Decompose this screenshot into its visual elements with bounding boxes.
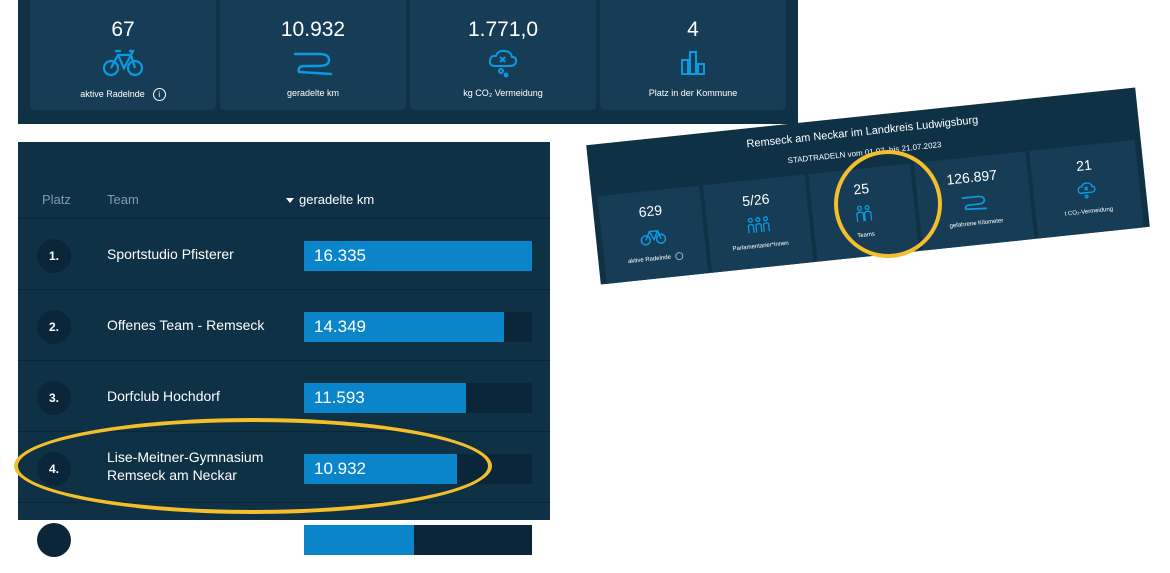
team-name: Lise-Meitner-Gymnasium Remseck am Neckar bbox=[107, 449, 264, 483]
column-header-km[interactable]: geradelte km bbox=[286, 192, 374, 207]
city-stat-active-cyclists: 629 aktive Radelnde bbox=[597, 185, 709, 284]
city-stat-label: Parlamentarier*innen bbox=[732, 240, 790, 253]
stat-label: aktive Radelnde bbox=[80, 88, 145, 99]
stats-panel: 67 aktive Radelnde i 10.932 geradelte km … bbox=[18, 0, 798, 124]
stat-card-rank: 4 Platz in der Kommune bbox=[600, 0, 786, 110]
stat-label: Platz in der Kommune bbox=[648, 88, 738, 98]
km-bar bbox=[304, 383, 466, 413]
info-icon[interactable] bbox=[674, 251, 684, 261]
city-stat-label: Teams bbox=[857, 231, 876, 240]
team-name: Offenes Team - Remseck bbox=[107, 317, 265, 333]
rank-badge bbox=[37, 523, 71, 557]
route-icon bbox=[293, 52, 333, 76]
rank-badge: 2. bbox=[37, 310, 71, 344]
ranking-table: Platz Team geradelte km 1. Sportstudio P… bbox=[18, 142, 550, 557]
km-bar-track: 16.335 bbox=[304, 241, 532, 271]
city-stat-value: 25 bbox=[852, 179, 870, 198]
table-row[interactable] bbox=[18, 502, 550, 573]
km-bar bbox=[304, 312, 505, 342]
city-stat-label: aktive Radelnde bbox=[627, 254, 672, 266]
city-stat-co2: 21 t CO₂-Vermeidung bbox=[1029, 139, 1144, 239]
bicycle-icon bbox=[102, 49, 144, 77]
stat-value: 67 bbox=[111, 18, 135, 41]
rank-badge: 3. bbox=[37, 381, 71, 415]
city-stat-value: 126.897 bbox=[945, 166, 998, 188]
stat-value: 4 bbox=[687, 18, 699, 41]
city-summary-card: Remseck am Neckar im Landkreis Ludwigsbu… bbox=[586, 87, 1150, 285]
team-name: Dorfclub Hochdorf bbox=[107, 388, 220, 404]
co2-cloud-icon bbox=[1077, 182, 1096, 199]
stat-value: 10.932 bbox=[280, 18, 346, 41]
stat-card-co2: 1.771,0 kg CO₂ Vermeidung bbox=[410, 0, 596, 110]
stat-label: geradelte km bbox=[286, 88, 340, 98]
city-stat-teams: 25 Teams bbox=[808, 163, 920, 262]
km-bar bbox=[304, 241, 532, 271]
team-name: Sportstudio Pfisterer bbox=[107, 246, 234, 262]
route-icon bbox=[961, 195, 988, 211]
rank-badge: 1. bbox=[37, 239, 71, 273]
km-bar bbox=[304, 454, 457, 484]
km-bar-track: 10.932 bbox=[304, 454, 532, 484]
column-header-km-label: geradelte km bbox=[299, 192, 375, 207]
km-bar-track: 11.593 bbox=[304, 383, 532, 413]
info-icon[interactable]: i bbox=[152, 88, 166, 101]
bar-chart-icon bbox=[681, 51, 705, 75]
city-stat-parliament: 5/26 Parlamentarier*innen bbox=[703, 174, 814, 273]
km-value: 10.932 bbox=[314, 459, 366, 478]
stat-label: kg CO₂ Vermeidung bbox=[463, 88, 543, 98]
table-row[interactable]: 1. Sportstudio Pfisterer 16.335 bbox=[18, 218, 550, 289]
km-bar-track: 14.349 bbox=[304, 312, 532, 342]
column-header-team[interactable]: Team bbox=[107, 192, 139, 207]
stat-card-km: 10.932 geradelte km bbox=[220, 0, 406, 110]
table-row[interactable]: 2. Offenes Team - Remseck 14.349 bbox=[18, 289, 550, 360]
city-stat-kilometers: 126.897 gefahrene Kilometer bbox=[913, 151, 1035, 251]
bicycle-icon bbox=[640, 229, 667, 246]
city-stat-label: t CO₂-Vermeidung bbox=[1064, 206, 1114, 218]
city-stat-label: gefahrene Kilometer bbox=[949, 218, 1004, 230]
table-row[interactable]: 3. Dorfclub Hochdorf 11.593 bbox=[18, 360, 550, 431]
co2-cloud-icon bbox=[488, 49, 518, 78]
stat-value: 1.771,0 bbox=[467, 18, 539, 41]
km-value: 16.335 bbox=[314, 246, 366, 265]
city-stat-value: 21 bbox=[1075, 156, 1093, 175]
team-icon bbox=[856, 204, 873, 222]
column-header-rank[interactable]: Platz bbox=[42, 192, 71, 207]
km-value: 14.349 bbox=[314, 317, 366, 336]
rank-badge: 4. bbox=[37, 452, 71, 486]
stat-card-active-cyclists: 67 aktive Radelnde i bbox=[30, 0, 216, 110]
city-stat-value: 629 bbox=[637, 201, 663, 221]
km-value: 11.593 bbox=[314, 388, 365, 407]
km-bar-track bbox=[304, 525, 532, 555]
km-bar bbox=[304, 525, 414, 555]
people-group-icon bbox=[747, 216, 770, 234]
sort-desc-icon bbox=[286, 198, 294, 204]
table-row[interactable]: 4. Lise-Meitner-Gymnasium Remseck am Nec… bbox=[18, 431, 550, 502]
city-stat-value: 5/26 bbox=[741, 190, 771, 210]
